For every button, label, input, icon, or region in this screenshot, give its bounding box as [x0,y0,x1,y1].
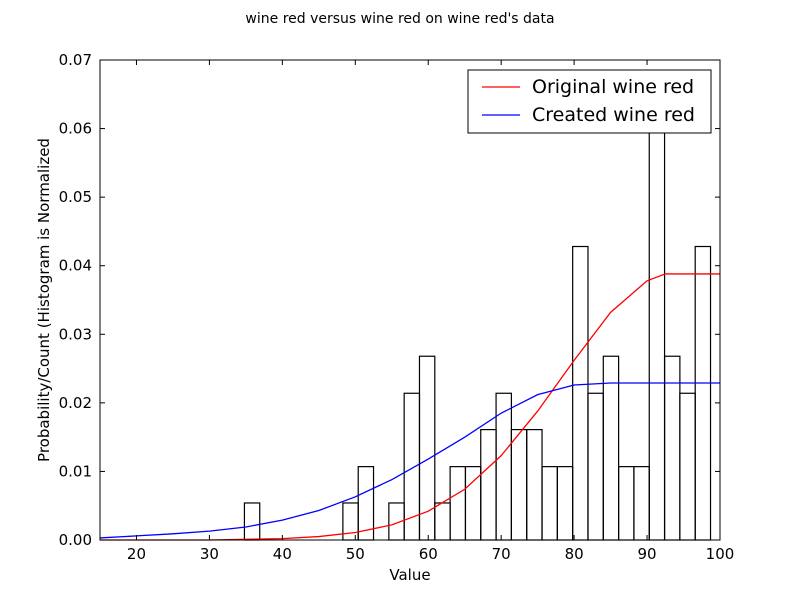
series-line-original [100,273,720,541]
y-tick-label: 0.07 [59,51,92,69]
histogram-bar [449,466,467,541]
histogram-bar [510,429,528,541]
histogram-bar [418,355,436,541]
x-tick-label: 30 [200,545,219,563]
legend-label-original: Original wine red [532,76,694,98]
x-tick-label: 90 [638,545,657,563]
x-tick-label: 100 [706,545,735,563]
histogram [243,99,712,541]
x-axis-ticks: 20 30 40 50 60 70 80 90 100 [127,60,734,563]
x-tick-label: 20 [127,545,146,563]
histogram-bar [464,466,482,541]
histogram-bar [618,466,635,541]
histogram-bar [526,429,543,541]
histogram-bar [587,392,604,541]
y-tick-label: 0.02 [59,394,92,412]
histogram-bar [480,429,497,541]
legend: Original wine red Created wine red [467,69,712,134]
histogram-bar [342,502,359,541]
histogram-bar [556,466,574,541]
chart-title: wine red versus wine red on wine red's d… [245,11,554,27]
histogram-bar [434,502,451,541]
x-tick-label: 80 [565,545,584,563]
histogram-bar [572,245,589,541]
plot-frame [99,59,721,541]
x-tick-label: 50 [346,545,365,563]
histogram-bar [694,245,712,541]
y-tick-label: 0.00 [59,531,92,549]
legend-box [467,69,712,134]
curves [99,273,720,541]
x-tick-label: 40 [273,545,292,563]
histogram-bar [243,502,261,541]
x-tick-label: 60 [419,545,438,563]
series-line-created [99,382,720,539]
y-axis-ticks: 0.00 0.01 0.02 0.03 0.04 0.05 0.06 0.07 [59,51,720,549]
histogram-bar [663,355,681,541]
histogram-bar [679,392,696,541]
histogram-bar [633,466,650,541]
y-axis-label: Probability/Count (Histogram is Normaliz… [35,138,53,462]
y-tick-label: 0.01 [59,462,92,480]
y-tick-label: 0.06 [59,120,92,138]
y-tick-label: 0.03 [59,325,92,343]
histogram-bar [648,99,666,541]
legend-label-created: Created wine red [532,104,695,126]
y-tick-label: 0.05 [59,188,92,206]
x-axis-label: Value [389,566,430,584]
histogram-bar [541,466,558,541]
x-tick-label: 70 [492,545,511,563]
y-tick-label: 0.04 [59,257,92,275]
